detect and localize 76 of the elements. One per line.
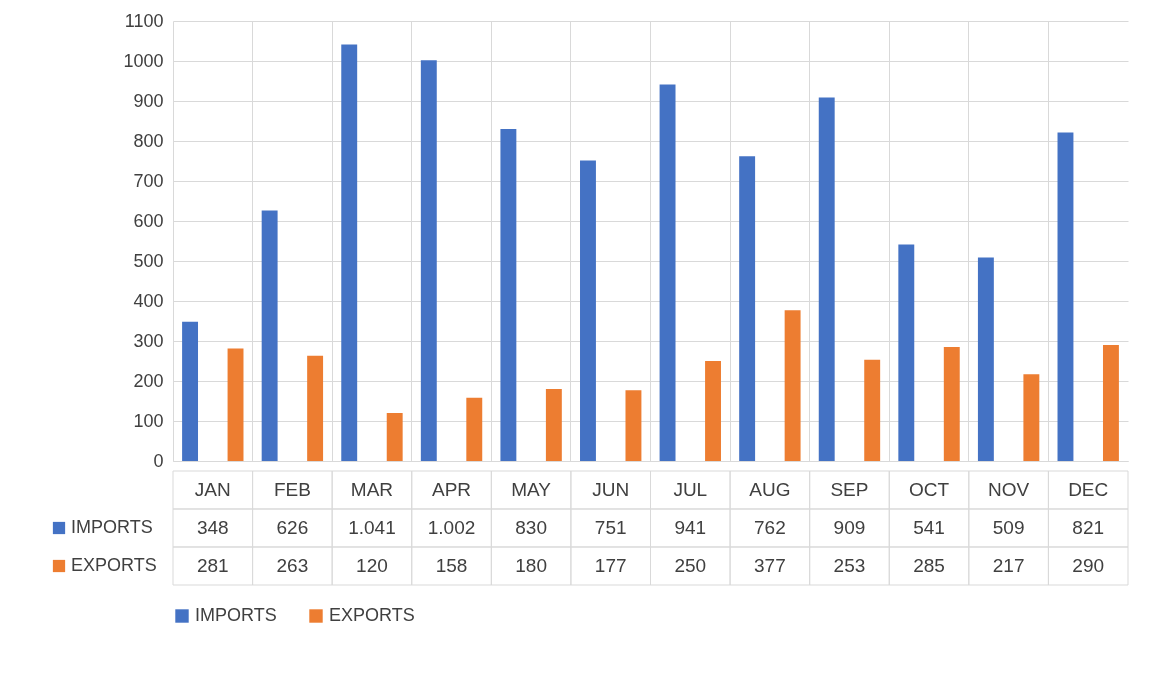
- bar: [307, 355, 324, 461]
- bar: [705, 361, 721, 461]
- data-label: 762: [754, 517, 786, 538]
- bar: [420, 60, 437, 461]
- data-label: 909: [833, 517, 866, 538]
- bar: [545, 389, 562, 461]
- bar: [1102, 345, 1119, 461]
- x-tick-label: AUG: [749, 479, 791, 500]
- x-tick-label: MAR: [350, 479, 394, 500]
- bar: [659, 84, 676, 461]
- data-label: 541: [913, 517, 945, 538]
- bar: [580, 160, 596, 461]
- text: IMPORTS: [195, 605, 277, 625]
- y-tick-label: 700: [133, 170, 164, 191]
- data-label: 285: [913, 555, 945, 576]
- x-tick-label: OCT: [908, 479, 950, 500]
- x-tick-label: NOV: [988, 479, 1030, 500]
- data-label: 377: [754, 555, 786, 576]
- data-label: 1.041: [348, 517, 396, 538]
- y-tick-label: 1100: [124, 10, 164, 31]
- data-label: 253: [833, 555, 866, 576]
- y-tick-label: 800: [133, 130, 164, 151]
- data-label: 830: [515, 517, 547, 538]
- data-label: 217: [992, 555, 1025, 576]
- bar: [466, 397, 483, 461]
- bar: [227, 348, 244, 461]
- data-label: 290: [1072, 555, 1105, 576]
- data-label: 751: [594, 517, 627, 538]
- data-label: 509: [992, 517, 1025, 538]
- x-tick-label: APR: [432, 479, 472, 500]
- bar: [1023, 374, 1040, 461]
- data-label: 180: [515, 555, 547, 576]
- bar: [1057, 132, 1074, 461]
- y-tick-label: 200: [133, 370, 164, 391]
- bar: [386, 413, 403, 461]
- data-label: 626: [276, 517, 309, 538]
- data-label: 177: [594, 555, 627, 576]
- data-label: 158: [435, 555, 468, 576]
- x-tick-label: DEC: [1068, 479, 1109, 500]
- legend-label: IMPORTS: [71, 517, 153, 537]
- y-tick-label: 900: [133, 90, 164, 111]
- x-tick-label: FEB: [273, 479, 311, 500]
- y-tick-label: 400: [133, 290, 164, 311]
- y-tick-label: 600: [133, 210, 164, 231]
- bar: [784, 310, 801, 461]
- bar: [500, 129, 517, 461]
- bar: [898, 244, 915, 461]
- y-tick-label: 500: [133, 250, 164, 271]
- data-label: 120: [356, 555, 388, 576]
- y-tick-label: 0: [153, 450, 164, 471]
- bar: [864, 359, 881, 461]
- legend-label: EXPORTS: [71, 555, 157, 575]
- x-tick-label: JUN: [592, 479, 630, 500]
- y-tick-label: 100: [133, 410, 164, 431]
- data-label: 821: [1072, 517, 1105, 538]
- bar: [261, 210, 278, 461]
- bar: [182, 321, 199, 461]
- x-tick-label: MAY: [511, 479, 552, 500]
- bar: [739, 156, 756, 461]
- bar: [341, 44, 358, 461]
- x-tick-label: SEP: [830, 479, 869, 500]
- data-label: 250: [674, 555, 707, 576]
- data-label: 281: [196, 555, 229, 576]
- y-tick-label: 1000: [123, 50, 164, 71]
- bar: [943, 347, 960, 461]
- text: EXPORTS: [329, 605, 415, 625]
- x-tick-label: JAN: [194, 479, 231, 500]
- data-label: 263: [276, 555, 309, 576]
- bar: [977, 257, 994, 461]
- bar: [625, 390, 642, 461]
- y-tick-label: 300: [133, 330, 164, 351]
- data-label: 941: [674, 517, 707, 538]
- data-label: 1.002: [427, 517, 476, 538]
- x-tick-label: JUL: [673, 479, 708, 500]
- bar: [818, 97, 835, 461]
- data-label: 348: [196, 517, 229, 538]
